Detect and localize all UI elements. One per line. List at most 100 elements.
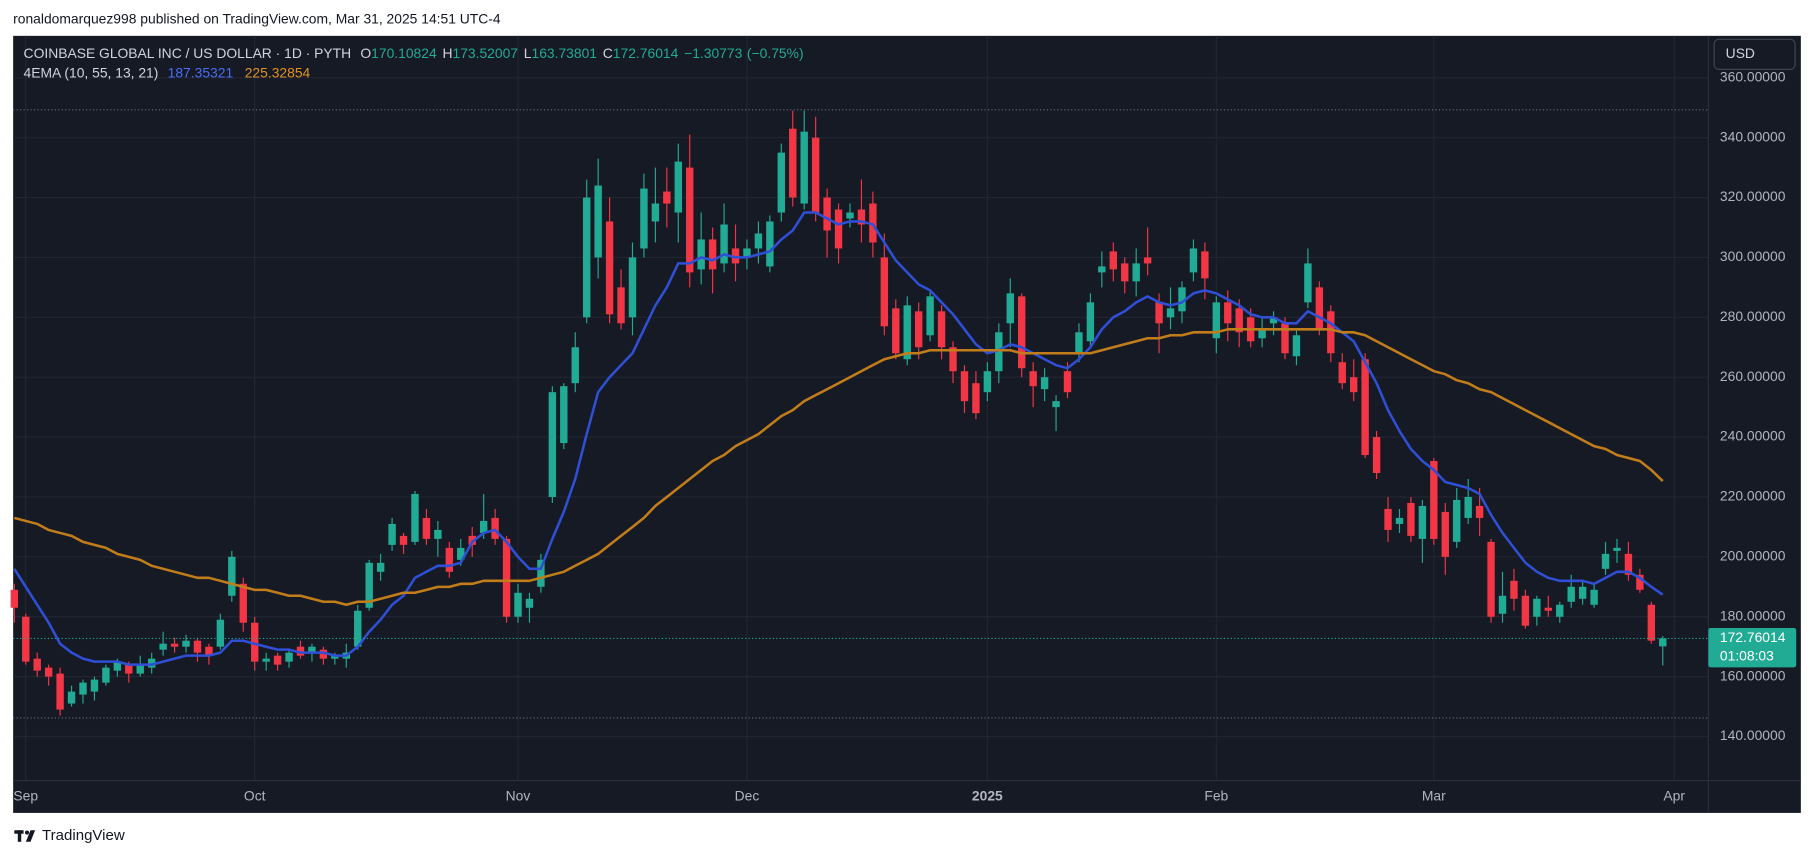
candle-body [273, 655, 282, 665]
candle-body [1636, 574, 1644, 590]
candle-body [903, 305, 911, 360]
candle-body [445, 547, 454, 572]
y-tick-label: 220.00000 [1720, 488, 1786, 504]
candle-body [1430, 461, 1438, 539]
candle-body [1315, 287, 1324, 330]
candle-body [170, 643, 179, 647]
candle-body [1075, 332, 1083, 354]
candle-body [102, 667, 110, 683]
legend-ohlc-label: H [442, 45, 452, 61]
candle-body [354, 610, 362, 647]
candle-body [995, 332, 1003, 372]
candle-body [1235, 308, 1243, 333]
candle-body [1624, 553, 1633, 575]
candle-body [67, 691, 76, 704]
legend-ema-value: 187.35321 [168, 65, 234, 81]
candle-body [628, 257, 637, 318]
candle-body [159, 643, 167, 650]
candle-body [914, 311, 923, 348]
legend-high: 173.52007 [452, 45, 518, 61]
y-tick-label: 260.00000 [1720, 368, 1786, 384]
candle-body [1121, 263, 1129, 282]
x-tick-label: Sep [13, 787, 38, 803]
legend-ema-value: 225.32854 [245, 65, 311, 81]
candle-body [869, 203, 877, 243]
candle-body [892, 308, 900, 354]
candle-body [262, 658, 270, 662]
candle-body [1304, 263, 1312, 303]
candle-body [1510, 580, 1518, 599]
candle-body [1212, 302, 1221, 339]
candle-body [1166, 308, 1175, 318]
candle-body [1132, 263, 1140, 282]
candle-body [502, 538, 511, 617]
candle-body [754, 233, 763, 249]
candle-body [1521, 595, 1530, 626]
x-tick-label: Dec [735, 787, 760, 803]
candle-body [79, 682, 87, 695]
candle-body [1178, 287, 1186, 312]
price-tag-countdown: 01:08:03 [1720, 648, 1774, 664]
brand-logo [14, 830, 36, 842]
candle-body [834, 209, 843, 249]
logo-dot [24, 830, 30, 835]
legend-close: 172.76014 [613, 45, 679, 61]
candle-body [743, 248, 751, 258]
legend-open: 170.10824 [371, 45, 437, 61]
y-tick-label: 320.00000 [1720, 188, 1786, 204]
candle-body [331, 655, 339, 659]
y-tick-label: 200.00000 [1720, 548, 1786, 564]
candle-body [1659, 638, 1667, 647]
candle-body [1327, 311, 1335, 354]
currency-button[interactable] [1713, 38, 1796, 70]
candle-body [1407, 502, 1415, 536]
y-tick-label: 240.00000 [1720, 428, 1786, 444]
candle-body [365, 562, 373, 608]
y-tick-label: 300.00000 [1720, 248, 1786, 264]
x-tick-label: 2025 [972, 787, 1003, 803]
ema-line [13, 211, 1664, 666]
y-tick-label: 180.00000 [1720, 607, 1786, 623]
plot-area [10, 35, 1709, 781]
candle-body [1453, 499, 1461, 542]
candle-body [1384, 508, 1392, 530]
candle-body [880, 257, 889, 327]
x-tick-label: Nov [506, 787, 531, 803]
candle-body [308, 646, 316, 653]
candle-body [708, 239, 717, 270]
candle-body [640, 188, 648, 249]
candle-body [1556, 604, 1564, 617]
legend-indicator: 4EMA (10, 55, 13, 21) [24, 65, 159, 81]
candle-body [766, 221, 774, 267]
candle-body [22, 616, 30, 662]
candle-body [1338, 362, 1346, 384]
candle-body [1567, 586, 1575, 602]
candle-body [731, 248, 740, 264]
ema-line [13, 328, 1664, 607]
candle-body [1395, 517, 1404, 524]
candle-body [571, 347, 579, 384]
candle-body [1487, 541, 1495, 617]
candle-body [1613, 547, 1621, 551]
candle-body [491, 517, 499, 539]
currency-label[interactable]: USD [1726, 45, 1755, 61]
candle-body [125, 664, 133, 674]
candle-body [1258, 329, 1266, 339]
candle-body [1098, 266, 1106, 273]
candle-body [205, 646, 213, 656]
candle-body [228, 556, 236, 596]
y-tick-label: 280.00000 [1720, 308, 1786, 324]
candle-body [33, 658, 41, 671]
price-tag-value: 172.76014 [1720, 629, 1786, 645]
candle-body [113, 661, 122, 671]
candle-body [777, 152, 786, 213]
candle-body [1349, 377, 1358, 393]
legend-ohlc-label: L [524, 45, 532, 61]
candle-body [720, 224, 728, 264]
candle-body [525, 598, 534, 608]
candle-body [983, 371, 992, 393]
candle-body [1601, 553, 1610, 569]
candle-body [1269, 317, 1278, 324]
candle-body [1475, 505, 1484, 518]
